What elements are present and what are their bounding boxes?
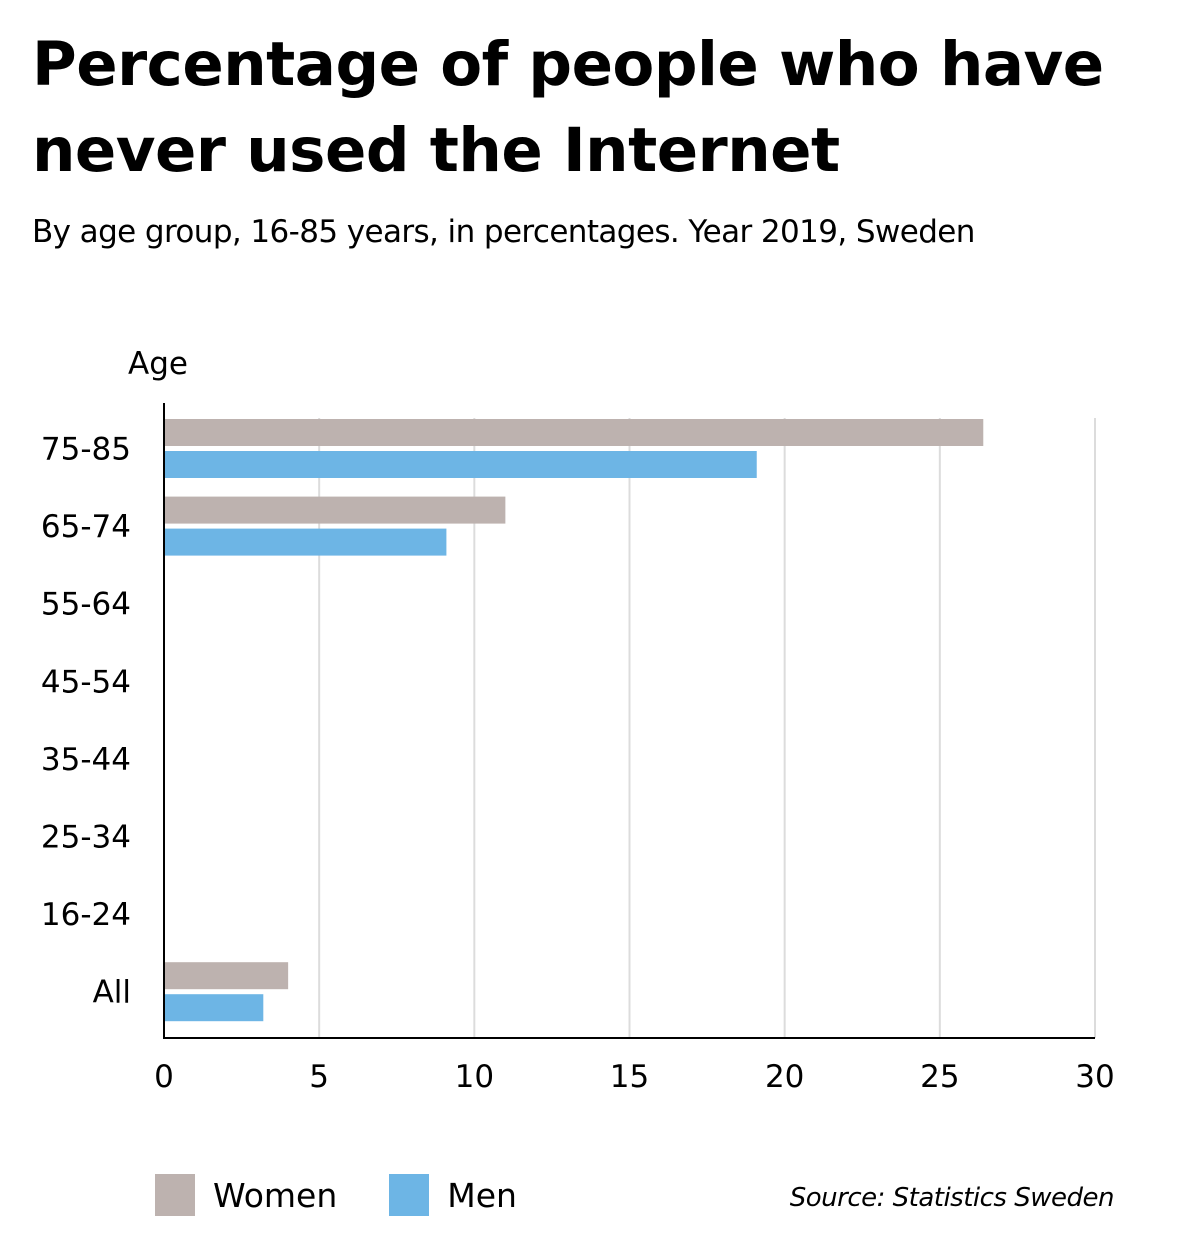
bar-men-65-74	[164, 528, 447, 556]
x-tick-label-10: 10	[455, 1059, 494, 1095]
y-tick-label-55-64: 55-64	[41, 587, 131, 623]
bar-women-75-85	[164, 419, 984, 446]
legend-item-women: Women	[155, 1174, 337, 1216]
y-tick-label-65-74: 65-74	[41, 509, 131, 545]
legend-label-men: Men	[447, 1175, 517, 1215]
bars	[164, 419, 984, 1022]
x-tick-labels: 0 5 10 15 20 25 30	[154, 1059, 1115, 1095]
y-tick-label-all: All	[93, 975, 131, 1011]
x-tick-label-15: 15	[610, 1059, 649, 1095]
bar-men-75-85	[164, 451, 757, 478]
legend-swatch-women	[155, 1174, 195, 1216]
y-tick-labels: 75-85 65-74 55-64 45-54 35-44 25-34 16-24 All	[41, 432, 131, 1011]
y-tick-label-45-54: 45-54	[41, 664, 131, 700]
chart-subtitle: By age group, 16-85 years, in percentage…	[32, 214, 975, 250]
legend-item-men: Men	[389, 1174, 517, 1216]
y-tick-label-35-44: 35-44	[41, 742, 131, 778]
y-tick-label-16-24: 16-24	[41, 897, 131, 933]
y-tick-label-75-85: 75-85	[41, 432, 131, 468]
source-note: Source: Statistics Sweden	[789, 1183, 1115, 1213]
bar-women-all	[164, 962, 289, 990]
x-tick-label-25: 25	[920, 1059, 959, 1095]
legend-swatch-men	[389, 1174, 430, 1216]
bar-women-65-74	[164, 496, 506, 524]
x-tick-label-20: 20	[765, 1059, 804, 1095]
axes	[163, 403, 1095, 1039]
x-tick-label-30: 30	[1075, 1059, 1114, 1095]
x-tick-label-5: 5	[309, 1059, 329, 1095]
bar-men-all	[164, 994, 264, 1022]
legend-label-women: Women	[213, 1175, 338, 1215]
chart-title: Percentage of people who have never used…	[32, 29, 1104, 186]
legend: Women Men	[155, 1174, 569, 1216]
x-tick-label-0: 0	[154, 1059, 174, 1095]
y-tick-label-25-34: 25-34	[41, 820, 131, 856]
y-axis-label: Age	[128, 346, 188, 382]
